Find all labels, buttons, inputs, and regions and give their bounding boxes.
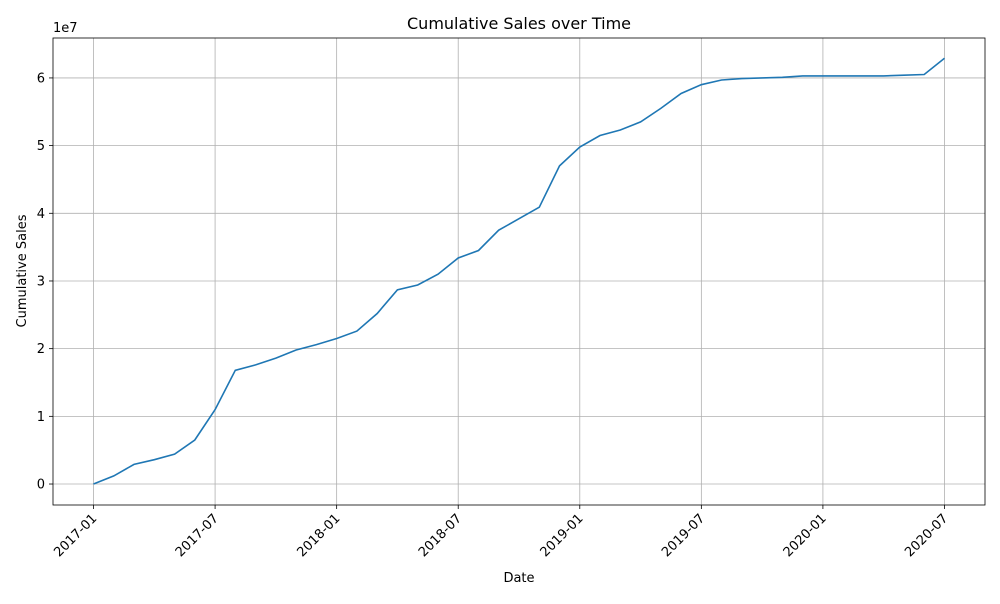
y-axis-label: Cumulative Sales [15,214,30,327]
x-tick-label: 2017-01 [51,511,100,560]
x-tick-label: 2017-07 [173,511,222,560]
y-tick-label: 3 [37,274,45,289]
x-axis-label: Date [503,571,534,586]
x-tick-label: 2018-07 [416,511,465,560]
plot-frame [52,37,986,506]
y-tick-label: 6 [37,71,45,86]
x-tick-label: 2020-07 [902,511,951,560]
y-tick-label: 0 [37,478,45,493]
x-tick-label: 2019-07 [659,511,708,560]
x-tick-label: 2018-01 [294,511,343,560]
x-tick-label: 2019-01 [538,511,587,560]
x-tick-label: 2020-01 [781,511,830,560]
y-tick-label: 1 [37,410,45,425]
y-tick-label: 2 [37,342,45,357]
chart-title: Cumulative Sales over Time [407,14,631,33]
line [93,57,945,485]
y-offset-label: 1e7 [53,21,78,36]
y-tick-label: 4 [37,207,45,222]
y-tick-label: 5 [37,139,45,154]
